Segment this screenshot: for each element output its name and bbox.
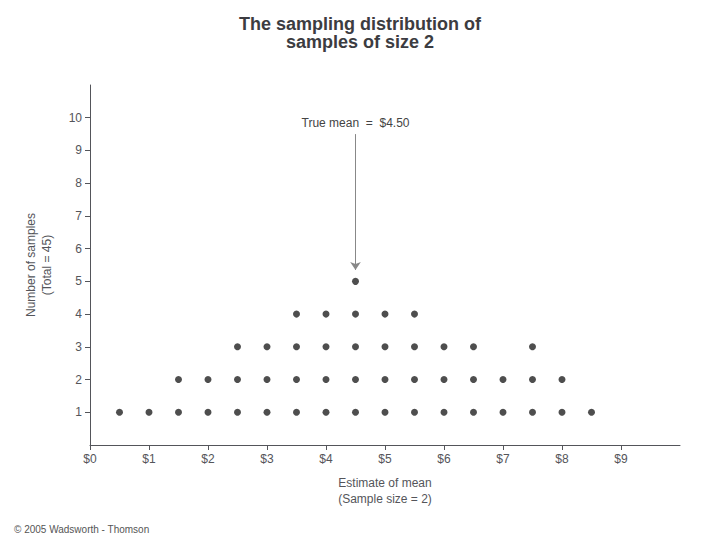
- svg-text:7: 7: [75, 209, 82, 223]
- svg-text:$3: $3: [260, 452, 274, 466]
- svg-text:$8: $8: [555, 452, 569, 466]
- svg-text:(Sample size = 2): (Sample size = 2): [338, 492, 432, 506]
- svg-text:1: 1: [75, 405, 82, 419]
- svg-text:Estimate of mean: Estimate of mean: [338, 476, 431, 490]
- svg-text:$7: $7: [496, 452, 510, 466]
- svg-text:$1: $1: [142, 452, 156, 466]
- svg-text:9: 9: [75, 143, 82, 157]
- svg-text:3: 3: [75, 340, 82, 354]
- svg-text:Number of samples: Number of samples: [24, 213, 38, 317]
- svg-text:4: 4: [75, 307, 82, 321]
- svg-text:5: 5: [75, 274, 82, 288]
- svg-text:© 2005 Wadsworth - Thomson: © 2005 Wadsworth - Thomson: [14, 524, 149, 535]
- svg-text:$9: $9: [614, 452, 628, 466]
- svg-text:$2: $2: [201, 452, 215, 466]
- svg-text:8: 8: [75, 176, 82, 190]
- svg-text:samples of size 2: samples of size 2: [286, 32, 434, 52]
- svg-text:(Total = 45): (Total = 45): [40, 235, 54, 295]
- svg-text:6: 6: [75, 242, 82, 256]
- svg-text:The sampling distribution of: The sampling distribution of: [239, 14, 482, 34]
- svg-text:True mean = $4.50: True mean = $4.50: [302, 116, 410, 130]
- svg-text:10: 10: [69, 111, 83, 125]
- svg-text:2: 2: [75, 373, 82, 387]
- svg-text:$5: $5: [378, 452, 392, 466]
- svg-text:$4: $4: [319, 452, 333, 466]
- svg-text:$6: $6: [437, 452, 451, 466]
- svg-text:$0: $0: [83, 452, 97, 466]
